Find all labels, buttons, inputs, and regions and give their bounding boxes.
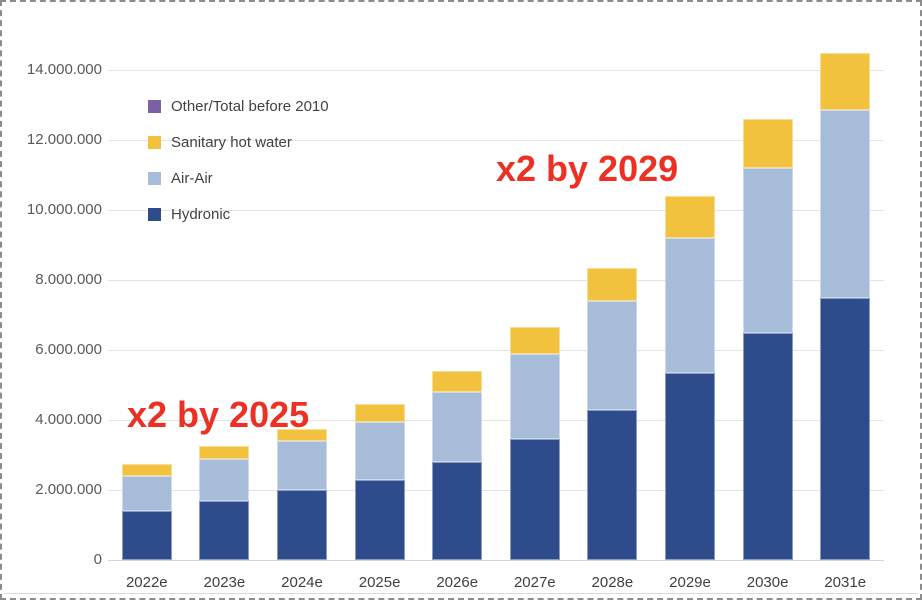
bar-segment-sanitary-hot-water-2028e bbox=[587, 267, 638, 301]
bar-segment-air-air-2029e bbox=[665, 238, 715, 373]
gridline bbox=[108, 349, 884, 351]
x-axis-tick-label: 2031e bbox=[824, 574, 867, 591]
bar-segment-air-air-2030e bbox=[742, 168, 793, 333]
x-axis-tick-label: 2030e bbox=[746, 574, 789, 591]
y-axis-tick-label: 10.000.000 bbox=[26, 201, 102, 218]
annotation-x2-by-2025: x2 by 2025 bbox=[127, 394, 310, 435]
bar-segment-air-air-2031e bbox=[820, 110, 871, 298]
legend-item-air-air: Air-Air bbox=[148, 160, 329, 196]
bar-segment-sanitary-hot-water-2026e bbox=[432, 371, 483, 392]
bar-segment-sanitary-hot-water-2027e bbox=[509, 327, 560, 354]
y-axis-tick-label: 14.000.000 bbox=[26, 61, 102, 78]
legend-label: Hydronic bbox=[171, 205, 231, 223]
bar-segment-sanitary-hot-water-2022e bbox=[121, 463, 172, 476]
gridline bbox=[108, 69, 884, 71]
gridline bbox=[108, 419, 884, 421]
bar-segment-air-air-2026e bbox=[432, 392, 483, 462]
bar-segment-air-air-2022e bbox=[121, 476, 172, 511]
x-axis-tick-label: 2022e bbox=[125, 574, 168, 591]
x-axis-tick-label: 2026e bbox=[436, 574, 479, 591]
bar-segment-sanitary-hot-water-2030e bbox=[742, 119, 793, 168]
legend-swatch-icon bbox=[148, 207, 161, 221]
gridline bbox=[108, 279, 884, 281]
y-axis-tick-label: 8.000.000 bbox=[35, 271, 102, 288]
y-axis-tick-label: 0 bbox=[93, 551, 102, 568]
y-axis-tick-label: 12.000.000 bbox=[26, 131, 102, 148]
annotation-x2-by-2029: x2 by 2029 bbox=[496, 148, 679, 189]
x-axis-line bbox=[108, 559, 884, 561]
bar-segment-air-air-2028e bbox=[587, 301, 638, 410]
bar-segment-air-air-2025e bbox=[354, 421, 405, 480]
bar-segment-air-air-2023e bbox=[199, 458, 250, 501]
bar-segment-hydronic-2026e bbox=[432, 462, 483, 560]
bar-segment-air-air-2027e bbox=[509, 353, 560, 440]
y-axis-tick-label: 2.000.000 bbox=[35, 481, 102, 498]
bar-segment-hydronic-2023e bbox=[199, 500, 250, 560]
bar-segment-air-air-2024e bbox=[277, 441, 327, 490]
y-axis-tick-label: 4.000.000 bbox=[35, 411, 102, 428]
bar-segment-hydronic-2024e bbox=[277, 490, 327, 560]
gridline bbox=[108, 209, 884, 211]
x-axis-tick-label: 2024e bbox=[281, 574, 323, 591]
x-axis-tick-label: 2027e bbox=[513, 574, 556, 591]
legend-swatch-icon bbox=[148, 99, 161, 113]
bar-segment-hydronic-2027e bbox=[509, 439, 560, 560]
bar-segment-hydronic-2025e bbox=[354, 479, 405, 560]
legend-item-sanitary-hot-water: Sanitary hot water bbox=[148, 124, 329, 160]
bar-segment-sanitary-hot-water-2024e bbox=[277, 428, 327, 441]
x-axis-tick-label: 2028e bbox=[591, 574, 634, 591]
bar-segment-sanitary-hot-water-2031e bbox=[820, 52, 871, 111]
gridline bbox=[108, 139, 884, 141]
bar-segment-hydronic-2030e bbox=[742, 332, 793, 560]
bar-segment-sanitary-hot-water-2023e bbox=[199, 446, 250, 459]
legend-item-hydronic: Hydronic bbox=[148, 196, 329, 232]
x-axis-tick-label: 2029e bbox=[669, 574, 711, 591]
bar-segment-hydronic-2028e bbox=[587, 409, 638, 560]
bar-segment-hydronic-2029e bbox=[665, 372, 715, 560]
y-axis-tick-label: 6.000.000 bbox=[35, 341, 102, 358]
legend-label: Sanitary hot water bbox=[171, 133, 292, 151]
x-axis-tick-label: 2025e bbox=[358, 574, 401, 591]
legend-item-other-total-before-2010: Other/Total before 2010 bbox=[148, 88, 329, 124]
x-axis-tick-label: 2023e bbox=[203, 574, 246, 591]
legend-swatch-icon bbox=[148, 171, 161, 185]
bottom-rule bbox=[4, 593, 918, 594]
bar-segment-hydronic-2031e bbox=[820, 297, 871, 560]
bar-segment-sanitary-hot-water-2025e bbox=[354, 404, 405, 422]
bar-segment-sanitary-hot-water-2029e bbox=[665, 196, 715, 238]
legend-swatch-icon bbox=[148, 135, 161, 149]
legend-label: Other/Total before 2010 bbox=[171, 97, 329, 115]
gridline bbox=[108, 489, 884, 491]
bar-segment-hydronic-2022e bbox=[121, 511, 172, 560]
legend-label: Air-Air bbox=[171, 169, 213, 187]
chart-legend: Other/Total before 2010 Sanitary hot wat… bbox=[148, 88, 329, 232]
